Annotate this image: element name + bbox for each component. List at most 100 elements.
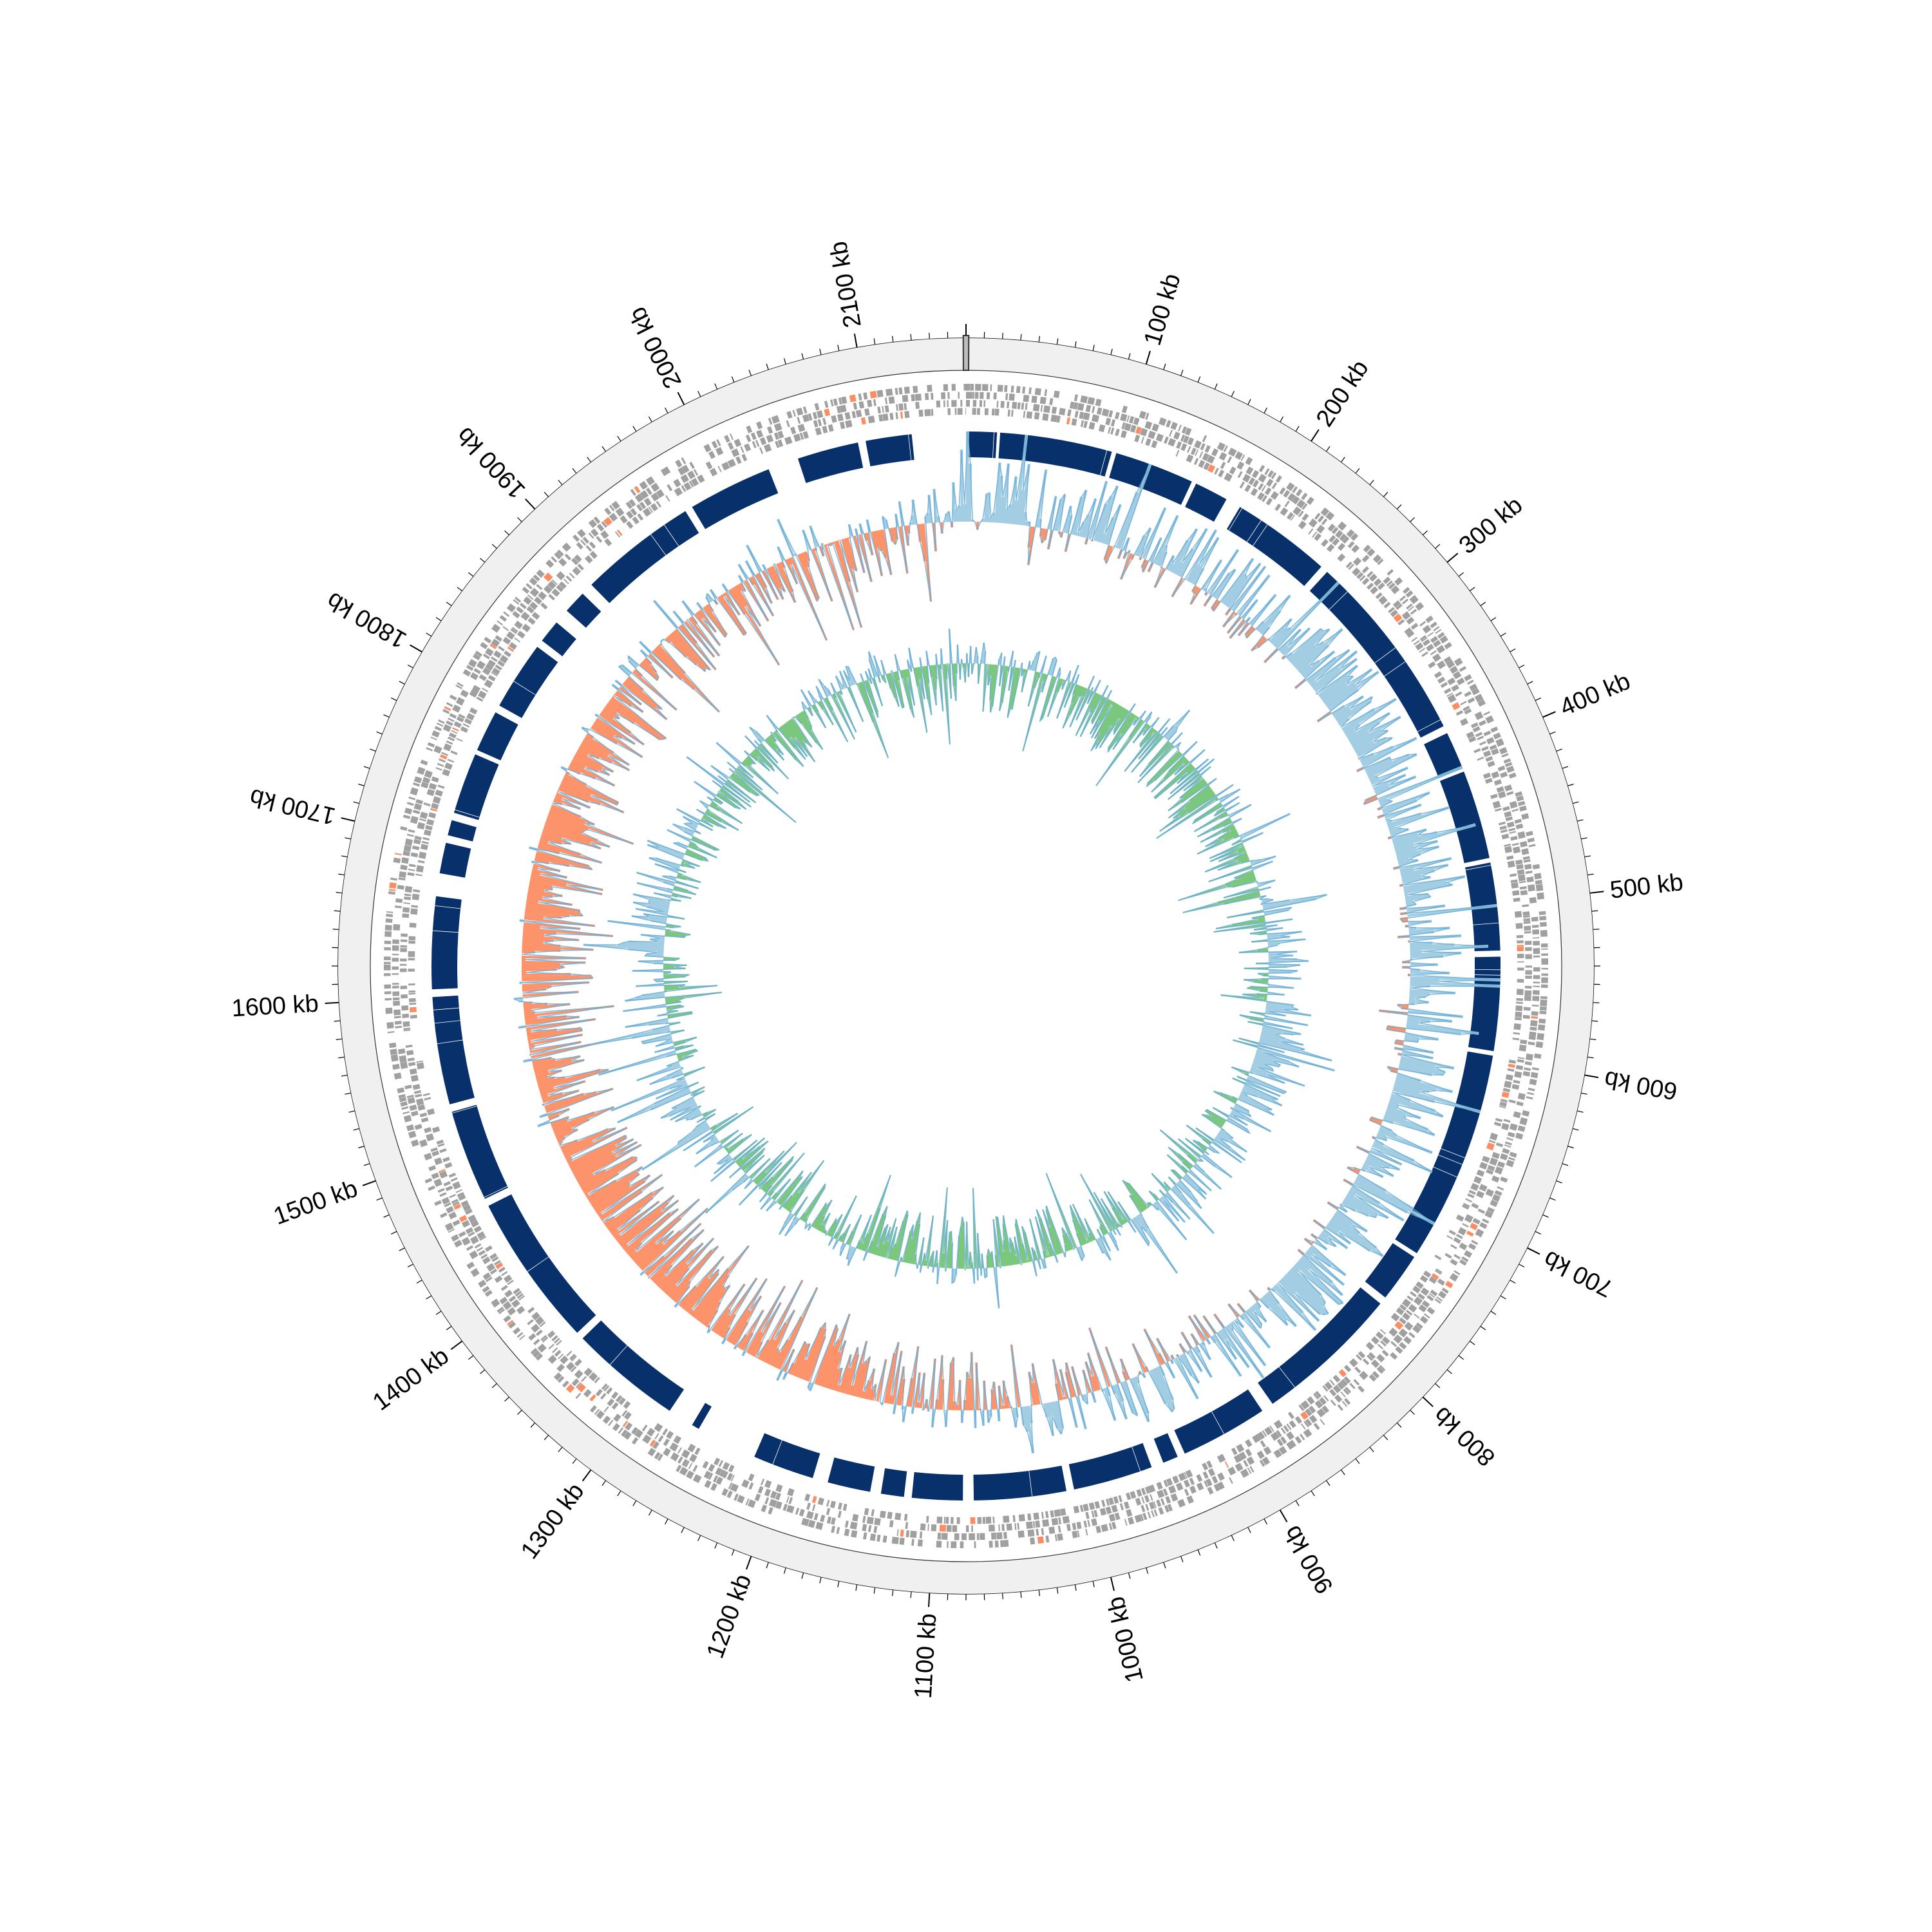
feature-mark <box>654 1433 659 1440</box>
feature-mark <box>400 826 408 831</box>
feature-mark <box>1412 1325 1421 1334</box>
feature-mark <box>919 1531 923 1539</box>
minor-tick <box>353 801 360 804</box>
feature-mark <box>565 575 573 582</box>
feature-mark <box>1462 1204 1470 1210</box>
feature-mark <box>1180 434 1186 442</box>
feature-mark <box>1519 886 1527 890</box>
feature-mark <box>926 1515 929 1523</box>
feature-mark <box>1105 1506 1112 1515</box>
major-tick <box>746 1555 752 1570</box>
feature-mark <box>1421 651 1428 658</box>
feature-mark <box>451 727 459 732</box>
feature-mark <box>1393 1334 1403 1344</box>
block-region <box>1309 572 1444 738</box>
feature-mark <box>876 1534 881 1542</box>
feature-mark <box>1245 466 1254 475</box>
feature-mark <box>816 410 824 419</box>
feature-mark <box>1124 1501 1130 1510</box>
feature-mark <box>719 1469 725 1477</box>
feature-mark <box>1036 1528 1039 1536</box>
feature-mark <box>1517 874 1526 882</box>
feature-mark <box>1243 1460 1249 1467</box>
feature-mark <box>485 663 494 671</box>
feature-mark <box>456 737 463 742</box>
feature-mark <box>650 503 658 512</box>
feature-mark <box>677 1447 683 1454</box>
feature-mark <box>1394 1321 1404 1330</box>
feature-mark <box>904 402 907 410</box>
feature-mark <box>484 1245 493 1252</box>
minor-tick <box>348 1110 355 1113</box>
feature-mark <box>775 1484 783 1493</box>
feature-mark <box>1183 1479 1191 1488</box>
block-gap <box>1433 1166 1457 1178</box>
feature-mark <box>434 726 442 732</box>
feature-mark <box>1290 1439 1296 1447</box>
feature-mark <box>1528 1036 1536 1041</box>
feature-mark <box>498 645 505 652</box>
feature-mark <box>869 390 877 399</box>
feature-mark <box>747 1499 756 1508</box>
feature-mark <box>994 408 999 416</box>
feature-mark <box>1003 1515 1010 1523</box>
feature-mark <box>1231 1447 1238 1455</box>
feature-mark <box>1170 1493 1179 1502</box>
feature-mark <box>616 529 623 536</box>
feature-mark <box>1000 1540 1004 1548</box>
feature-mark <box>1397 619 1405 626</box>
feature-mark <box>482 653 490 659</box>
feature-mark <box>435 767 442 771</box>
feature-mark <box>1525 947 1532 951</box>
feature-mark <box>1341 1379 1348 1387</box>
feature-mark <box>427 742 435 748</box>
feature-mark <box>1027 1513 1032 1521</box>
feature-mark <box>1342 536 1350 544</box>
feature-mark <box>1108 1513 1116 1522</box>
feature-mark <box>654 1452 661 1460</box>
feature-mark <box>1377 558 1384 565</box>
feature-mark <box>728 1464 735 1473</box>
feature-mark <box>1026 1521 1033 1529</box>
feature-mark <box>1207 464 1216 473</box>
feature-mark <box>1494 1166 1504 1175</box>
feature-mark <box>520 611 530 621</box>
feature-mark <box>1376 1331 1384 1340</box>
feature-mark <box>961 1533 967 1540</box>
feature-mark <box>448 736 455 741</box>
feature-mark <box>1490 726 1499 733</box>
minor-tick <box>1446 1369 1452 1374</box>
feature-mark <box>1217 1472 1225 1481</box>
feature-mark <box>594 1408 600 1416</box>
feature-mark <box>683 482 692 491</box>
feature-mark <box>1337 1382 1344 1390</box>
feature-mark <box>867 1525 872 1533</box>
feature-mark <box>1313 1392 1320 1400</box>
feature-mark <box>442 724 451 732</box>
feature-mark <box>403 1115 412 1122</box>
feature-mark <box>1524 990 1532 996</box>
minor-tick <box>617 435 621 442</box>
feature-mark <box>1284 500 1290 507</box>
feature-mark <box>645 476 655 486</box>
minor-tick <box>1355 1458 1360 1464</box>
feature-mark <box>1368 1352 1376 1359</box>
feature-mark <box>1283 1425 1289 1432</box>
feature-mark <box>447 759 455 763</box>
feature-mark <box>775 1492 781 1501</box>
feature-mark <box>410 1014 417 1019</box>
feature-mark <box>936 400 941 408</box>
feature-mark <box>849 1521 858 1530</box>
feature-mark <box>621 1429 628 1437</box>
minor-tick <box>1214 383 1218 390</box>
feature-mark <box>519 602 527 609</box>
feature-mark <box>656 500 662 508</box>
feature-mark <box>614 531 621 538</box>
minor-tick <box>1295 1500 1300 1506</box>
feature-mark <box>1446 1235 1454 1240</box>
feature-mark <box>667 484 673 491</box>
feature-mark <box>1521 848 1530 855</box>
feature-mark <box>1298 510 1304 518</box>
feature-mark <box>1110 427 1115 435</box>
origin-marker <box>962 335 970 372</box>
